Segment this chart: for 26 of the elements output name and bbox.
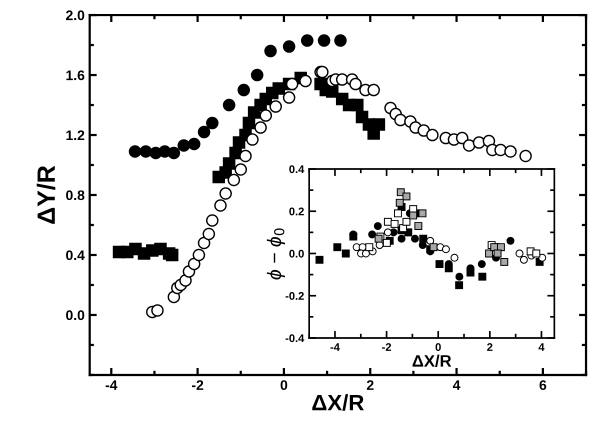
x-tick-label: 6 (540, 380, 546, 390)
y-axis-title: ϕ − ϕ$_{0}$ (266, 228, 286, 280)
x-tick-label: -4 (106, 380, 118, 390)
y-tick-label: 0.0 (289, 250, 304, 258)
x-tick-label: 4 (538, 343, 544, 351)
x-axis-title: ΔX/R (412, 354, 452, 367)
y-tick-label: 0.4 (289, 165, 304, 174)
x-axis-title: ΔX/R (312, 394, 364, 411)
x-tick-label: 2 (366, 380, 374, 390)
y-tick-label: 1.6 (66, 70, 84, 80)
y-axis-title: ΔY/R (36, 166, 56, 224)
x-tick-label: 0 (436, 343, 441, 352)
y-tick-label: 1.2 (66, 130, 84, 140)
x-tick-label: 0 (280, 380, 288, 390)
y-tick-label: 0.8 (66, 190, 84, 200)
y-tick-label: 2.0 (66, 10, 84, 20)
y-tick-label: 0.2 (289, 208, 304, 216)
y-tick-label: 0.4 (66, 250, 85, 260)
y-tick-label: -0.4 (286, 334, 304, 342)
x-tick-label: -2 (382, 343, 392, 351)
x-tick-label: 4 (452, 380, 460, 390)
y-tick-label: 0.0 (66, 310, 84, 320)
x-tick-label: -4 (330, 343, 340, 351)
x-tick-label: -2 (192, 380, 204, 390)
y-tick-label: -0.2 (286, 292, 304, 300)
x-tick-label: 2 (487, 343, 492, 351)
